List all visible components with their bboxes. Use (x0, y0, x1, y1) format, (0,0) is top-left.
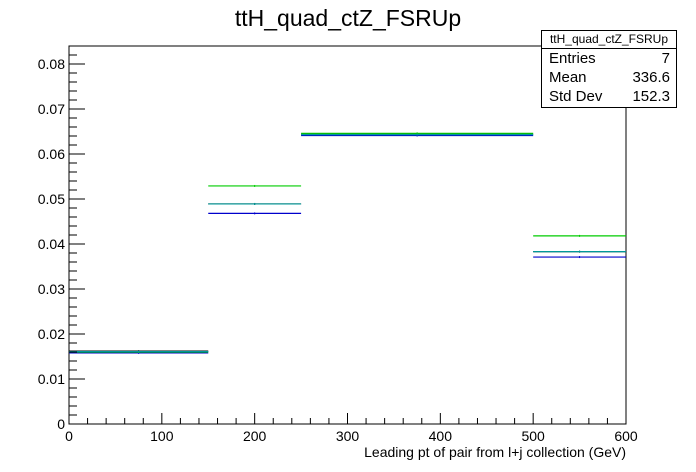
series-3 (69, 132, 626, 353)
stats-label: Entries (549, 50, 596, 67)
series-2 (69, 134, 626, 354)
series-1 (69, 133, 626, 353)
stats-label: Mean (549, 69, 587, 86)
y-tick-label: 0.04 (38, 236, 65, 252)
y-tick-label: 0.03 (38, 281, 65, 297)
y-tick-label: 0.06 (38, 146, 65, 162)
axis-layer: 0 100 200 300 400 500 600 0 0.01 0.02 0.03 0.04 0.05… (38, 45, 638, 444)
stats-label: Std Dev (549, 88, 603, 105)
series-4 (69, 133, 626, 353)
y-tick-label: 0 (57, 416, 65, 432)
stats-row-entries: Entries 7 (542, 49, 676, 68)
stats-value: 7 (661, 50, 670, 67)
y-tick-label: 0.08 (38, 56, 65, 72)
stats-box-title: ttH_quad_ctZ_FSRUp (542, 31, 676, 49)
x-tick-label: 0 (65, 428, 73, 444)
y-tick-label: 0.02 (38, 326, 65, 342)
y-tick-label: 0.05 (38, 191, 65, 207)
x-tick-label: 500 (521, 428, 545, 444)
x-tick-label: 200 (243, 428, 267, 444)
stats-box: ttH_quad_ctZ_FSRUp Entries 7 Mean 336.6 … (541, 30, 677, 108)
series-layer (69, 132, 626, 354)
x-tick-label: 300 (336, 428, 360, 444)
y-tick-label: 0.07 (38, 101, 65, 117)
x-tick-label: 100 (150, 428, 174, 444)
stats-value: 152.3 (632, 88, 670, 105)
x-tick-label: 600 (614, 428, 638, 444)
stats-value: 336.6 (632, 69, 670, 86)
x-tick-label: 400 (429, 428, 453, 444)
stats-row-mean: Mean 336.6 (542, 68, 676, 87)
chart-title: ttH_quad_ctZ_FSRUp (235, 5, 461, 31)
stats-row-std-dev: Std Dev 152.3 (542, 87, 676, 106)
y-tick-label: 0.01 (38, 371, 65, 387)
x-axis-title: Leading pt of pair from l+j collection (… (364, 444, 626, 460)
